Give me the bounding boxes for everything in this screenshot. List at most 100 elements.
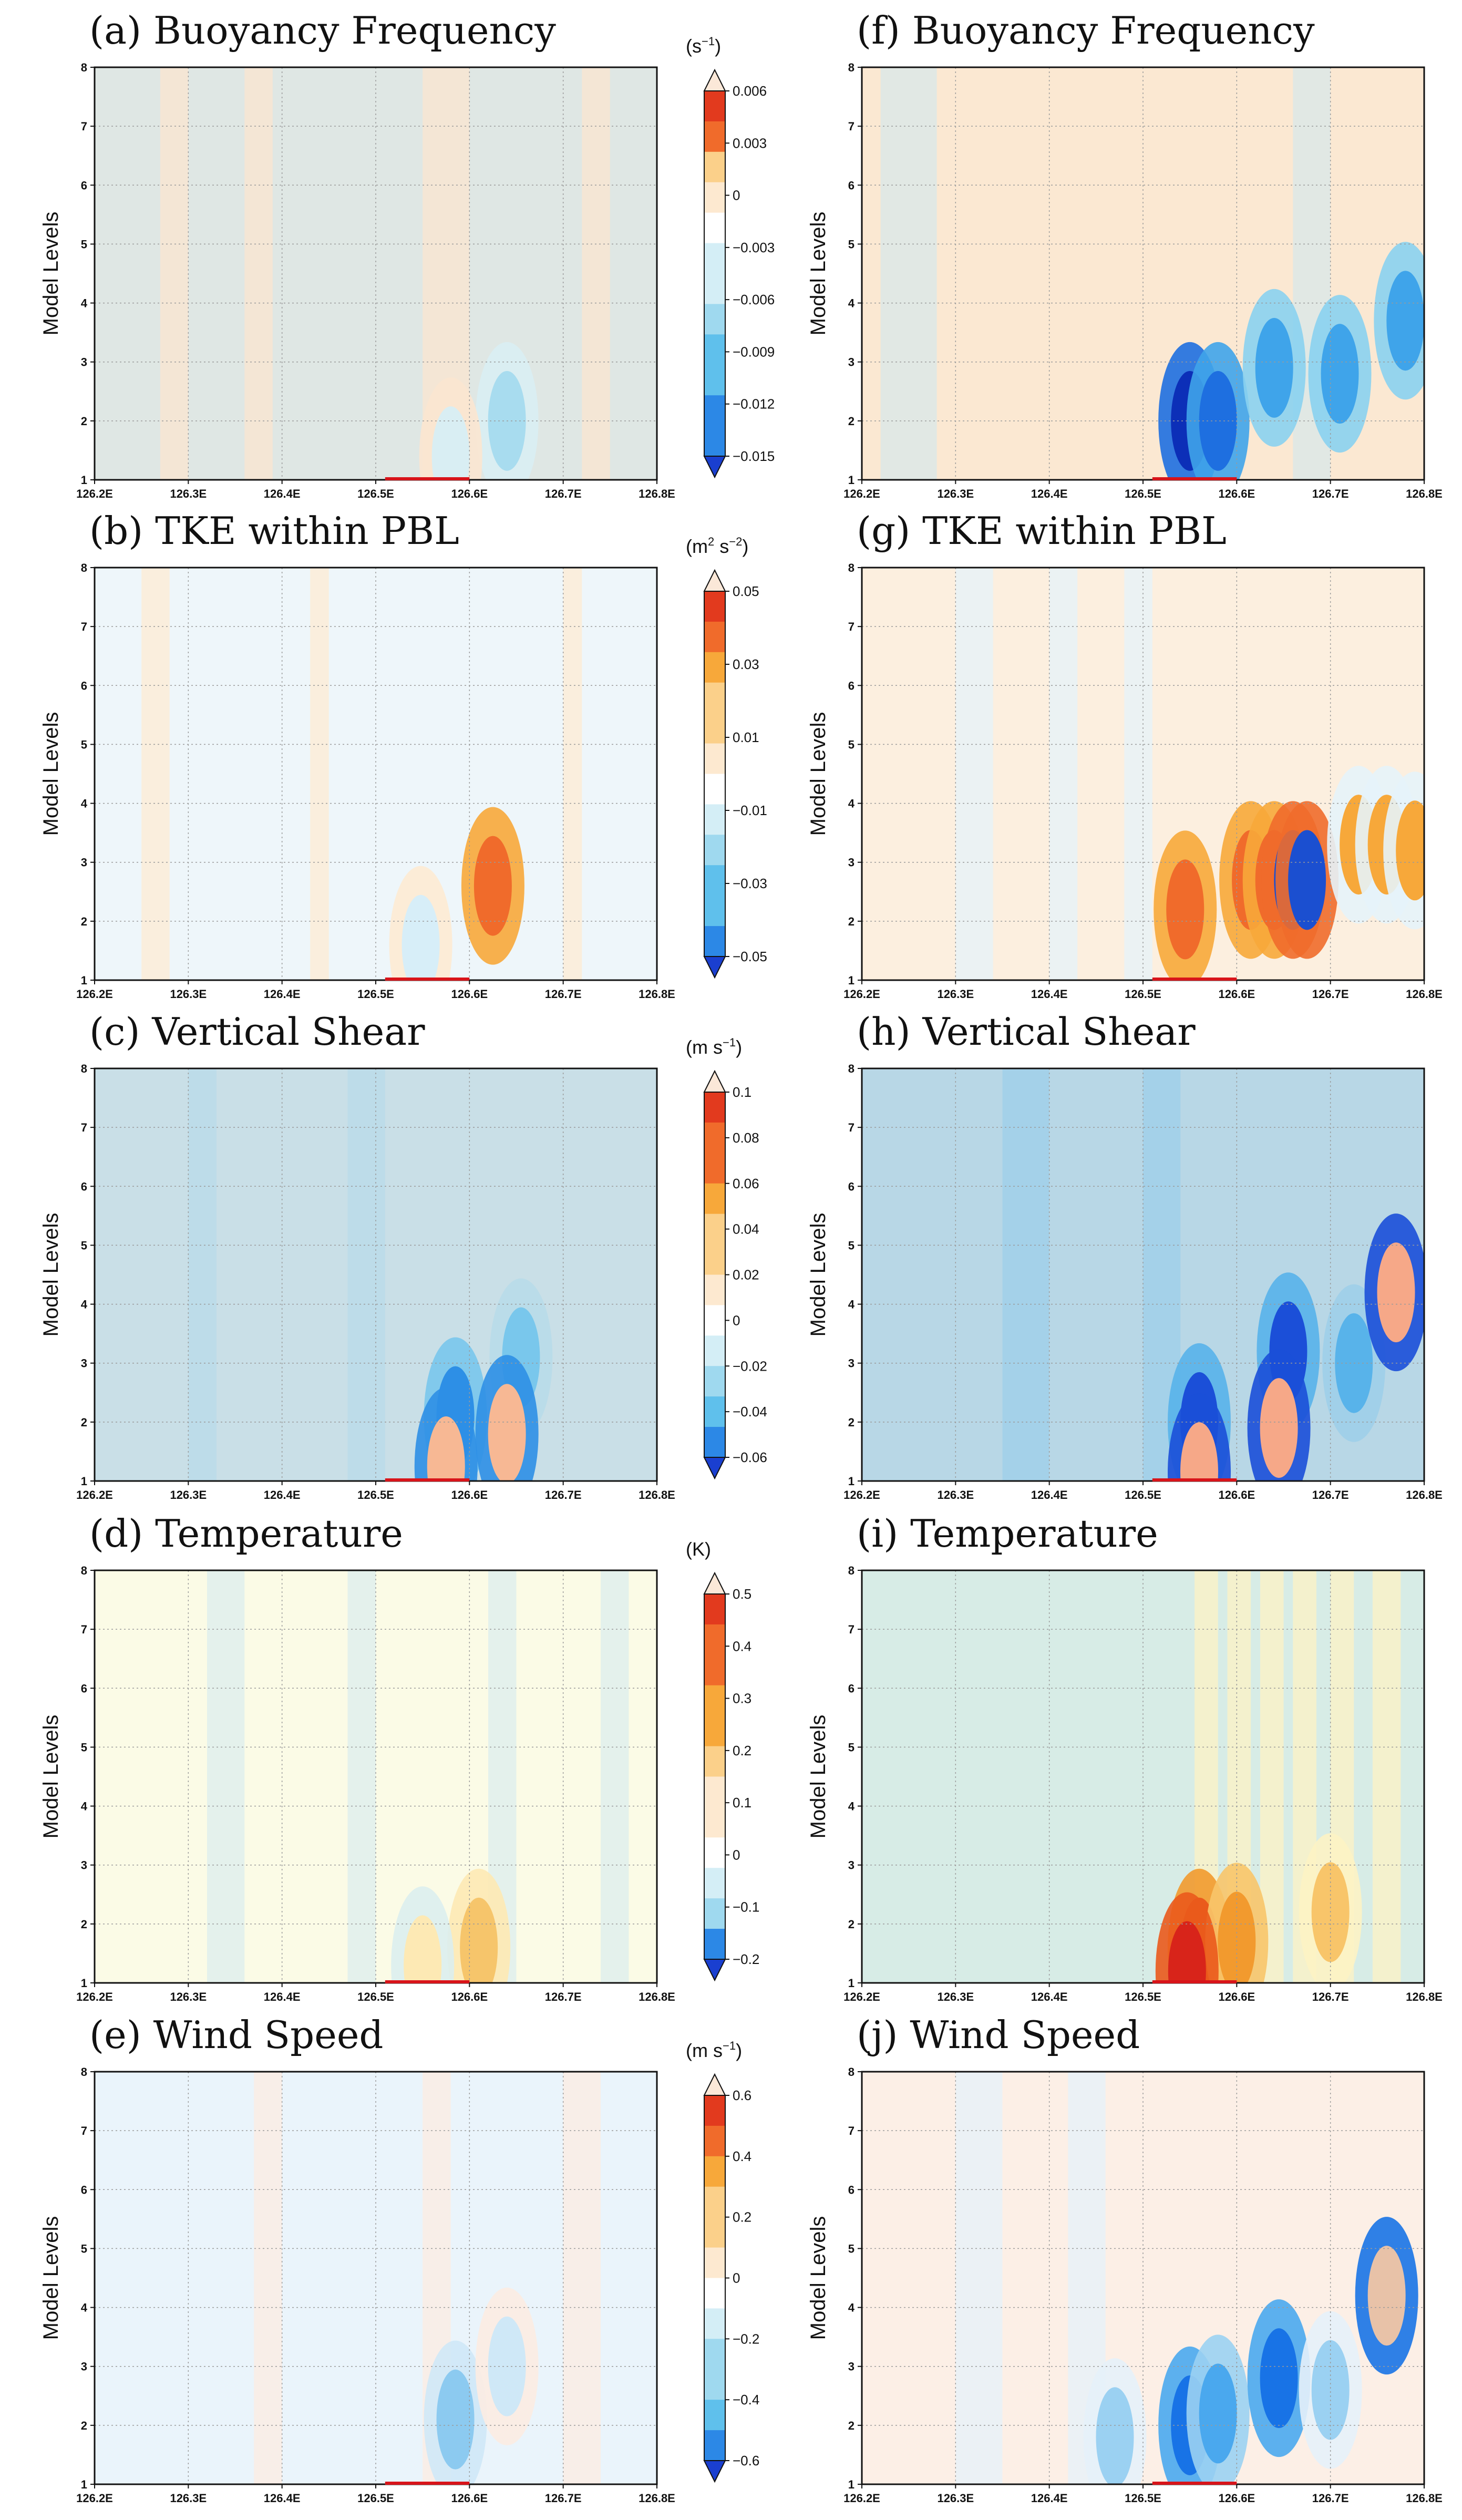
x-tick-label: 126.7E	[1312, 2492, 1349, 2505]
x-tick-label: 126.5E	[357, 2492, 394, 2505]
panel-title: (j) Wind Speed	[857, 2013, 1140, 2057]
colorbar-segment	[704, 1929, 725, 1960]
y-tick-label: 1	[81, 1977, 87, 1990]
y-tick-label: 5	[848, 1239, 854, 1252]
contour-core	[1168, 1921, 1206, 1983]
contour-core	[488, 1384, 526, 1481]
colorbar-frame	[704, 90, 726, 457]
anomaly-stripe	[188, 1068, 217, 1481]
contour-core	[404, 1915, 442, 1983]
contour-core	[431, 406, 470, 480]
x-tick-label: 126.3E	[170, 487, 207, 500]
unit-base: m s	[692, 2040, 723, 2061]
x-tick-label: 126.2E	[843, 1990, 880, 2003]
unit-base: m s	[692, 1036, 723, 1058]
colorbar-tick-label: 0.05	[733, 583, 759, 599]
y-tick-label: 8	[848, 2065, 854, 2079]
contour-core	[401, 894, 440, 980]
x-tick-label: 126.2E	[76, 2492, 113, 2505]
colorbar-tick-label: 0	[733, 188, 740, 203]
x-tick-label: 126.4E	[1031, 1488, 1068, 1501]
colorbar-segment	[704, 2125, 725, 2157]
colorbar-segment	[704, 243, 725, 274]
colorbar-segment	[704, 1715, 725, 1747]
x-tick-label: 126.3E	[170, 988, 207, 1001]
colorbar-tick-label: 0.04	[733, 1221, 759, 1237]
y-tick-label: 4	[848, 1298, 855, 1311]
colorbar-max-arrow	[703, 68, 726, 91]
colorbar-segment	[704, 1122, 725, 1154]
y-tick-label: 8	[81, 1062, 87, 1075]
colorbar-tick-label: −0.1	[733, 1899, 759, 1915]
y-tick-label: 8	[848, 1062, 854, 1075]
y-tick-label: 2	[848, 915, 854, 928]
x-tick-label: 126.3E	[170, 1990, 207, 2003]
x-tick-label: 126.7E	[1312, 988, 1349, 1001]
colorbar-segment	[704, 334, 725, 366]
colorbar-segment	[704, 2186, 725, 2218]
unit-exponent: −1	[702, 35, 715, 48]
colorbar-segment	[704, 682, 725, 714]
colorbar-tick-label: −0.2	[733, 2331, 759, 2347]
panel-b: (b) TKE within PBL Model Levels 126.2E 126.…	[39, 509, 767, 1001]
panel-h: (h) Vertical Shear Model Levels 126.2E 126.…	[807, 1010, 1443, 1501]
colorbar-tick-label: 0.2	[733, 2209, 751, 2225]
y-tick-label: 1	[848, 1977, 854, 1990]
plot-area	[95, 2072, 657, 2484]
x-tick-label: 126.6E	[1218, 1488, 1255, 1501]
colorbar-segment	[704, 121, 725, 152]
y-tick-label: 5	[848, 2242, 854, 2255]
y-axis-label: Model Levels	[39, 712, 63, 836]
y-tick-label: 3	[848, 1357, 854, 1370]
colorbar-max-arrow	[703, 569, 726, 592]
x-tick-label: 126.8E	[1406, 487, 1443, 500]
anomaly-stripe	[347, 1570, 376, 1983]
unit-open: (	[686, 1036, 692, 1058]
y-axis-label: Model Levels	[39, 1213, 63, 1337]
contour-core	[1288, 830, 1326, 930]
colorbar-max-arrow	[703, 2073, 726, 2096]
panel-title: (g) TKE within PBL	[857, 509, 1227, 553]
y-tick-label: 6	[848, 679, 854, 692]
colorbar-segment	[704, 926, 725, 957]
x-tick-label: 126.8E	[1406, 988, 1443, 1001]
colorbar-segment	[704, 1776, 725, 1808]
colorbar-segment	[704, 1183, 725, 1215]
y-tick-label: 8	[81, 561, 87, 574]
y-tick-label: 1	[81, 2478, 87, 2491]
x-tick-label: 126.3E	[170, 2492, 207, 2505]
x-tick-label: 126.6E	[451, 1990, 488, 2003]
x-tick-label: 126.4E	[264, 1990, 301, 2003]
anomaly-stripe	[1002, 1068, 1049, 1481]
contour-core	[1180, 1422, 1218, 1481]
y-axis-label: Model Levels	[807, 2216, 830, 2340]
contour-core	[1096, 2387, 1134, 2484]
y-tick-label: 4	[81, 1800, 88, 1813]
y-tick-label: 2	[81, 915, 87, 928]
contour-core	[1311, 2340, 1350, 2440]
contour-core	[427, 1416, 465, 1481]
colorbar-min-arrow	[703, 1457, 726, 1480]
colorbar-segment	[704, 2308, 725, 2340]
y-axis-label: Model Levels	[807, 212, 830, 336]
colorbar-segment	[704, 652, 725, 683]
x-tick-label: 126.5E	[357, 1990, 394, 2003]
y-tick-label: 7	[848, 1121, 854, 1134]
y-tick-label: 2	[81, 2419, 87, 2432]
x-tick-label: 126.4E	[264, 1488, 301, 1501]
colorbar-segment	[704, 1837, 725, 1869]
plot-area	[95, 1570, 657, 1983]
x-tick-label: 126.8E	[639, 2492, 675, 2505]
colorbar-segment	[704, 2278, 725, 2309]
colorbar-segment	[704, 1898, 725, 1930]
y-tick-label: 3	[81, 1357, 87, 1370]
colorbar-segment	[704, 1213, 725, 1245]
colorbar-tick-label: −0.03	[733, 876, 767, 891]
y-axis-label: Model Levels	[39, 1715, 63, 1839]
colorbar-segment	[704, 1746, 725, 1777]
panel-d: (d) Temperature Model Levels 126.2E 126.3E 1…	[39, 1511, 759, 2003]
colorbar-segment	[704, 1685, 725, 1716]
panel-a: (a) Buoyancy Frequency Model Levels 126.2E…	[39, 8, 775, 500]
colorbar-segment	[704, 365, 725, 396]
